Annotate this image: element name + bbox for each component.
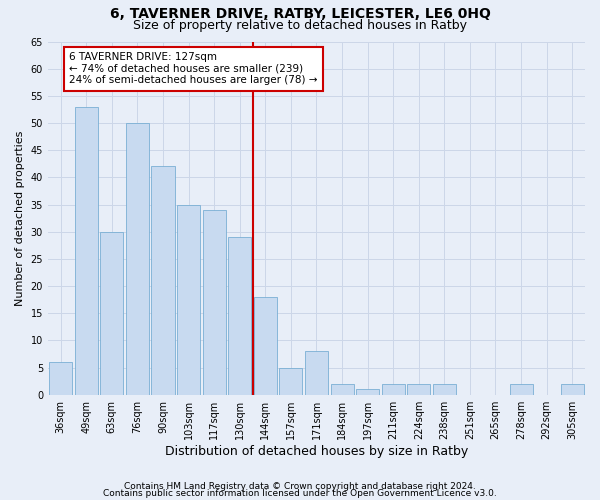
Text: Contains public sector information licensed under the Open Government Licence v3: Contains public sector information licen…: [103, 490, 497, 498]
Bar: [177, 204, 200, 394]
Bar: [203, 210, 226, 394]
Bar: [331, 384, 353, 394]
Bar: [407, 384, 430, 394]
Bar: [100, 232, 124, 394]
Bar: [509, 384, 533, 394]
Bar: [561, 384, 584, 394]
Bar: [228, 237, 251, 394]
Text: 6, TAVERNER DRIVE, RATBY, LEICESTER, LE6 0HQ: 6, TAVERNER DRIVE, RATBY, LEICESTER, LE6…: [110, 8, 490, 22]
Bar: [254, 297, 277, 394]
Text: 6 TAVERNER DRIVE: 127sqm
← 74% of detached houses are smaller (239)
24% of semi-: 6 TAVERNER DRIVE: 127sqm ← 74% of detach…: [70, 52, 318, 86]
Bar: [382, 384, 404, 394]
Bar: [356, 390, 379, 394]
Bar: [49, 362, 72, 394]
X-axis label: Distribution of detached houses by size in Ratby: Distribution of detached houses by size …: [165, 444, 468, 458]
Bar: [280, 368, 302, 394]
Y-axis label: Number of detached properties: Number of detached properties: [15, 130, 25, 306]
Bar: [305, 351, 328, 395]
Text: Contains HM Land Registry data © Crown copyright and database right 2024.: Contains HM Land Registry data © Crown c…: [124, 482, 476, 491]
Bar: [433, 384, 456, 394]
Bar: [126, 123, 149, 394]
Bar: [151, 166, 175, 394]
Bar: [75, 106, 98, 395]
Text: Size of property relative to detached houses in Ratby: Size of property relative to detached ho…: [133, 18, 467, 32]
